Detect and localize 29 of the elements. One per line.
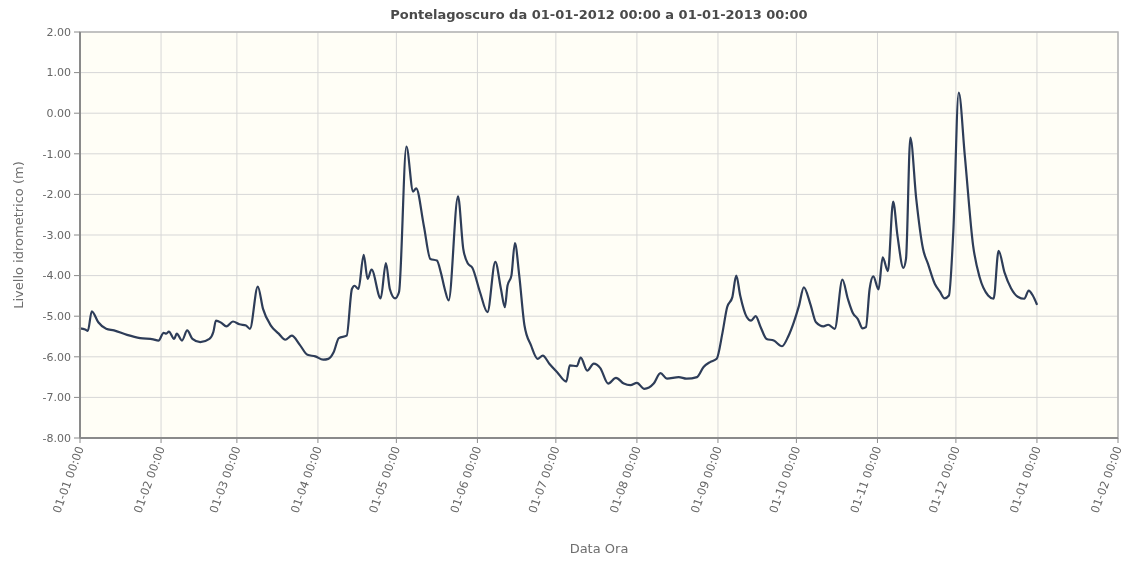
x-tick-label: 01-05 00:00 (366, 444, 404, 516)
x-tick-label: 01-01 00:00 (49, 444, 87, 516)
x-tick-label: 01-02 00:00 (1087, 444, 1125, 516)
y-tick-label: 2.00 (46, 25, 71, 39)
y-tick-label: -3.00 (42, 228, 71, 242)
x-tick-label: 01-07 00:00 (525, 444, 563, 516)
y-axis-title: Livello idrometrico (m) (11, 161, 26, 309)
y-tick-label: -4.00 (42, 269, 71, 283)
y-tick-label: -1.00 (42, 147, 71, 161)
x-tick-label: 01-04 00:00 (287, 444, 325, 516)
x-tick-label: 01-09 00:00 (687, 444, 725, 516)
y-tick-label: -7.00 (42, 391, 71, 405)
y-tick-label: -5.00 (42, 310, 71, 324)
y-tick-label: -8.00 (42, 431, 71, 445)
x-tick-label: 01-11 00:00 (847, 444, 885, 516)
x-tick-label: 01-02 00:00 (130, 444, 168, 516)
x-tick-label: 01-08 00:00 (606, 444, 644, 516)
y-tick-label: -6.00 (42, 350, 71, 364)
x-tick-label: 01-03 00:00 (206, 444, 244, 516)
y-tick-label: -2.00 (42, 188, 71, 202)
y-tick-label: 1.00 (46, 66, 71, 80)
x-tick-label: 01-01 00:00 (1006, 444, 1044, 516)
x-tick-label: 01-10 00:00 (766, 444, 804, 516)
x-tick-label: 01-12 00:00 (925, 444, 963, 516)
x-axis-title: Data Ora (569, 541, 629, 556)
line-series (78, 91, 1038, 390)
x-tick-label: 01-06 00:00 (447, 444, 485, 516)
chart-title: Pontelagoscuro da 01-01-2012 00:00 a 01-01-2013 00:00 (390, 7, 808, 22)
y-tick-label: 0.00 (46, 107, 71, 121)
